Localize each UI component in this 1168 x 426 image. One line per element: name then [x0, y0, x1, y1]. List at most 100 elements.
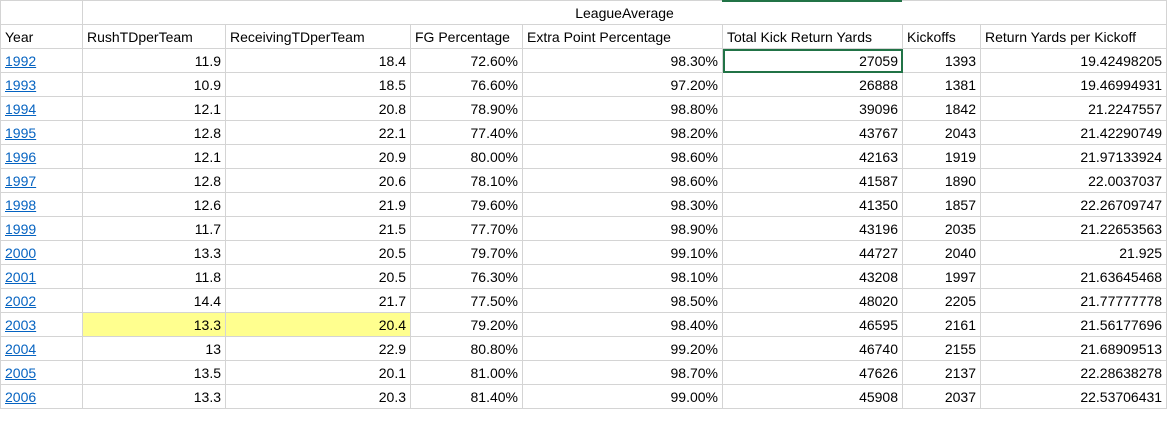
cell[interactable]: 42163 [722, 144, 903, 169]
cell[interactable]: 2040 [902, 240, 981, 265]
cell[interactable]: 20.6 [225, 168, 411, 193]
cell[interactable]: 99.00% [522, 384, 723, 409]
cell[interactable]: 21.97133924 [979, 144, 1168, 169]
cell[interactable]: 77.40% [410, 120, 523, 145]
cell[interactable]: 77.70% [410, 216, 523, 241]
cell[interactable]: 47626 [722, 360, 903, 385]
cell[interactable]: 79.20% [410, 312, 523, 337]
cell[interactable]: 1381 [902, 72, 981, 97]
cell[interactable]: 22.1 [225, 120, 411, 145]
cell[interactable]: 79.70% [410, 240, 523, 265]
cell[interactable] [0, 0, 83, 25]
cell[interactable]: 98.80% [522, 96, 723, 121]
cell[interactable]: 27059 [722, 48, 903, 73]
cell[interactable]: 21.925 [979, 240, 1168, 265]
cell[interactable]: 12.1 [82, 96, 226, 121]
cell[interactable]: 72.60% [410, 48, 523, 73]
cell[interactable]: 20.8 [225, 96, 411, 121]
cell[interactable]: 18.4 [225, 48, 411, 73]
cell[interactable]: 98.30% [522, 48, 723, 73]
cell[interactable]: 98.30% [522, 192, 723, 217]
year-link[interactable]: 1997 [5, 172, 37, 189]
cell[interactable]: 1997 [902, 264, 981, 289]
cell[interactable]: 2003 [0, 312, 83, 337]
cell[interactable]: 26888 [722, 72, 903, 97]
column-header[interactable]: Extra Point Percentage [522, 24, 723, 49]
cell[interactable]: 19.42498205 [979, 48, 1168, 73]
cell[interactable]: 98.10% [522, 264, 723, 289]
cell[interactable]: 43196 [722, 216, 903, 241]
cell[interactable]: 11.7 [82, 216, 226, 241]
cell[interactable]: 39096 [722, 96, 903, 121]
cell[interactable]: 98.70% [522, 360, 723, 385]
year-link[interactable]: 1992 [5, 52, 37, 69]
cell[interactable]: 76.30% [410, 264, 523, 289]
cell[interactable]: 11.8 [82, 264, 226, 289]
cell[interactable]: 21.68909513 [979, 336, 1168, 361]
cell[interactable]: 14.4 [82, 288, 226, 313]
cell[interactable]: 99.10% [522, 240, 723, 265]
cell[interactable]: 2161 [902, 312, 981, 337]
year-link[interactable]: 2006 [5, 388, 37, 405]
cell[interactable]: 98.40% [522, 312, 723, 337]
cell[interactable]: 46595 [722, 312, 903, 337]
cell[interactable]: 81.00% [410, 360, 523, 385]
year-link[interactable]: 2005 [5, 364, 37, 381]
cell[interactable]: 48020 [722, 288, 903, 313]
cell[interactable]: 13.3 [82, 312, 226, 337]
cell[interactable]: 98.60% [522, 144, 723, 169]
cell[interactable]: 22.0037037 [979, 168, 1168, 193]
cell[interactable]: 1997 [0, 168, 83, 193]
cell[interactable]: 80.80% [410, 336, 523, 361]
cell[interactable]: 10.9 [82, 72, 226, 97]
cell[interactable]: 2037 [902, 384, 981, 409]
cell[interactable]: 97.20% [522, 72, 723, 97]
cell[interactable]: 18.5 [225, 72, 411, 97]
year-link[interactable]: 1995 [5, 124, 37, 141]
cell[interactable]: 1996 [0, 144, 83, 169]
cell[interactable]: 78.90% [410, 96, 523, 121]
cell[interactable]: 12.1 [82, 144, 226, 169]
cell[interactable]: 21.9 [225, 192, 411, 217]
cell[interactable]: 12.8 [82, 120, 226, 145]
cell[interactable]: 1393 [902, 48, 981, 73]
year-link[interactable]: 1994 [5, 100, 37, 117]
cell[interactable]: 20.4 [225, 312, 411, 337]
cell[interactable]: 2001 [0, 264, 83, 289]
cell[interactable]: 98.50% [522, 288, 723, 313]
year-link[interactable]: 2003 [5, 316, 37, 333]
cell[interactable]: 1857 [902, 192, 981, 217]
cell[interactable]: 20.3 [225, 384, 411, 409]
column-header[interactable]: RushTDperTeam [82, 24, 226, 49]
cell[interactable]: 19.46994931 [979, 72, 1168, 97]
cell[interactable]: 1842 [902, 96, 981, 121]
cell[interactable]: 22.28638278 [979, 360, 1168, 385]
column-header[interactable]: Kickoffs [902, 24, 981, 49]
cell[interactable]: 2035 [902, 216, 981, 241]
cell[interactable]: 22.9 [225, 336, 411, 361]
cell[interactable]: 2005 [0, 360, 83, 385]
cell[interactable]: 1919 [902, 144, 981, 169]
column-header[interactable]: FG Percentage [410, 24, 523, 49]
cell[interactable]: 20.1 [225, 360, 411, 385]
cell[interactable]: 43208 [722, 264, 903, 289]
cell[interactable]: 2002 [0, 288, 83, 313]
cell[interactable]: 20.5 [225, 264, 411, 289]
cell[interactable]: 13 [82, 336, 226, 361]
year-link[interactable]: 2002 [5, 292, 37, 309]
cell[interactable]: 21.2247557 [979, 96, 1168, 121]
cell[interactable]: 2043 [902, 120, 981, 145]
cell[interactable]: 20.9 [225, 144, 411, 169]
year-link[interactable]: 2004 [5, 340, 37, 357]
cell[interactable]: 80.00% [410, 144, 523, 169]
cell[interactable]: 81.40% [410, 384, 523, 409]
cell[interactable]: 21.56177696 [979, 312, 1168, 337]
cell[interactable]: 1995 [0, 120, 83, 145]
cell[interactable]: 1992 [0, 48, 83, 73]
year-link[interactable]: 2000 [5, 244, 37, 261]
cell[interactable]: 2155 [902, 336, 981, 361]
cell[interactable]: 79.60% [410, 192, 523, 217]
year-link[interactable]: 1996 [5, 148, 37, 165]
cell[interactable]: 1993 [0, 72, 83, 97]
cell[interactable]: 2205 [902, 288, 981, 313]
